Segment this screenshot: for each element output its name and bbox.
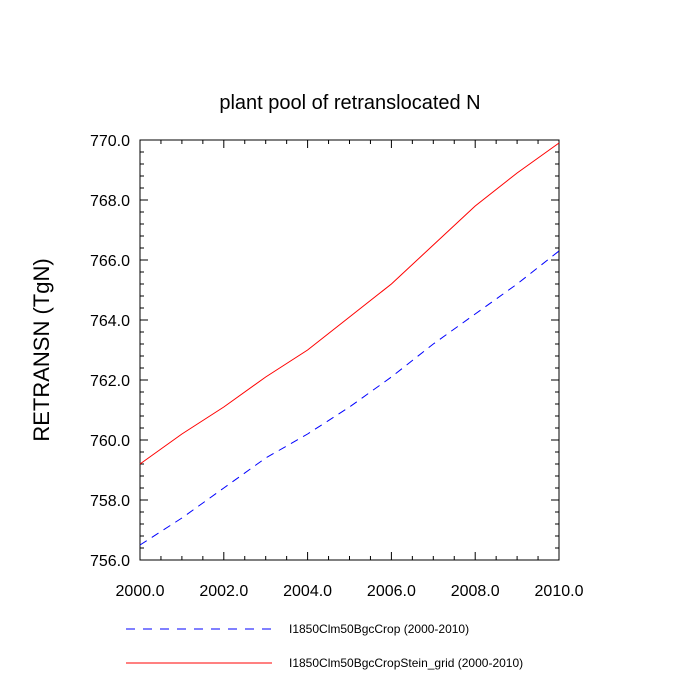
y-tick-label: 760.0 (90, 433, 130, 450)
legend-label-2: I1850Clm50BgcCropStein_grid (2000-2010) (289, 656, 523, 670)
x-tick-label: 2004.0 (283, 583, 332, 600)
y-axis-label: RETRANSN (TgN) (29, 258, 54, 441)
series-line-1 (139, 250, 560, 546)
chart-title: plant pool of retranslocated N (219, 92, 480, 114)
y-tick-label: 770.0 (90, 133, 130, 150)
x-tick-label: 2000.0 (116, 583, 165, 600)
x-tick-labels: 2000.0 2002.0 2004.0 2006.0 2008.0 2010.0 (116, 583, 584, 600)
y-tick-label: 758.0 (90, 493, 130, 510)
x-tick-label: 2008.0 (451, 583, 500, 600)
y-tick-label: 766.0 (90, 253, 130, 270)
y-tick-label: 756.0 (90, 553, 130, 570)
y-tick-label: 762.0 (90, 373, 130, 390)
legend: I1850Clm50BgcCrop (2000-2010) I1850Clm50B… (126, 622, 523, 670)
legend-label-1: I1850Clm50BgcCrop (2000-2010) (289, 622, 469, 636)
plot-frame (139, 139, 560, 561)
y-tick-label: 764.0 (90, 313, 130, 330)
x-tick-label: 2006.0 (367, 583, 416, 600)
axis-ticks (139, 139, 560, 561)
y-tick-label: 768.0 (90, 193, 130, 210)
y-tick-labels: 756.0 758.0 760.0 762.0 764.0 766.0 768.0 770.0 (90, 133, 130, 570)
series-lines (139, 142, 560, 546)
x-tick-label: 2010.0 (535, 583, 584, 600)
series-line-2 (139, 142, 560, 465)
x-tick-label: 2002.0 (199, 583, 248, 600)
